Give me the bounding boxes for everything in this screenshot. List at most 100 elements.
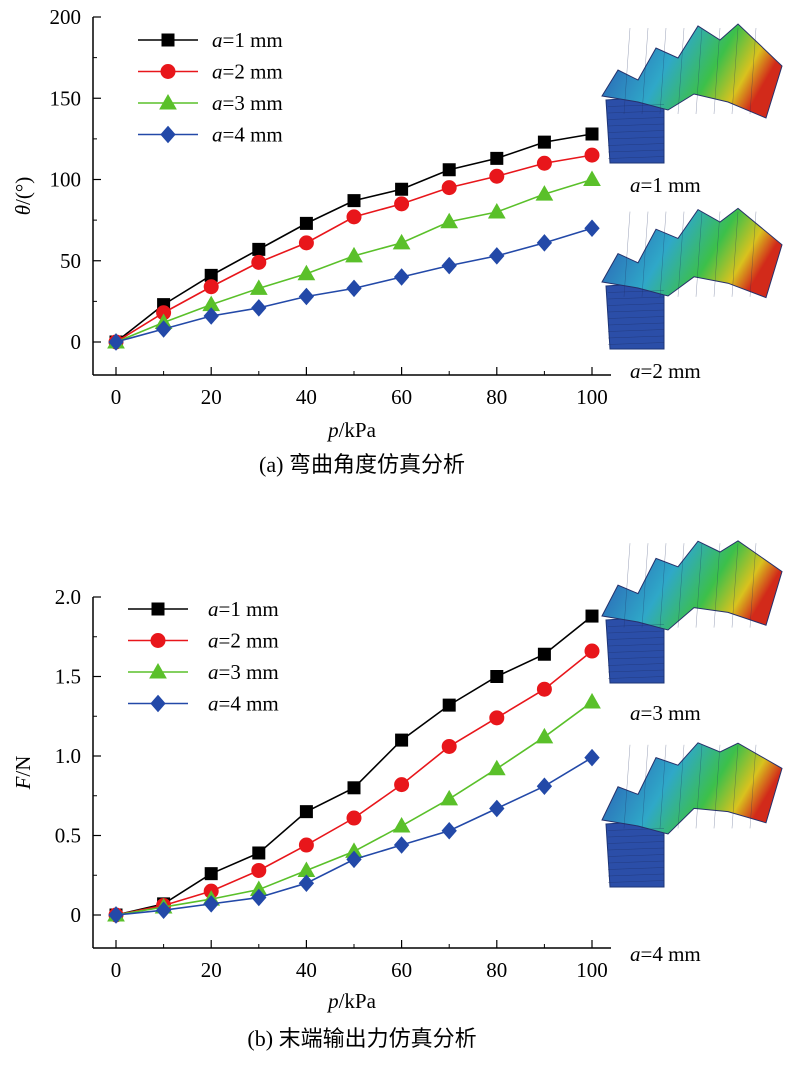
x-axis-label-unit: /kPa (339, 418, 377, 442)
data-point (535, 185, 554, 201)
series-line (115, 615, 593, 916)
mesh-line (731, 543, 739, 628)
data-point (490, 151, 504, 165)
mesh-line (607, 828, 665, 831)
figure-caption: (b) 末端输出力仿真分析 (247, 1026, 476, 1051)
mesh-line (641, 744, 649, 829)
mesh-line (607, 156, 665, 159)
mesh-line (607, 663, 665, 666)
mesh-line (607, 656, 665, 660)
series-2 (108, 147, 600, 350)
y-axis-label: θ/(°) (11, 177, 35, 216)
data-point (442, 163, 456, 177)
data-point (394, 196, 410, 212)
y-tick-label: 100 (50, 168, 82, 192)
data-point (347, 194, 361, 208)
mesh-line (607, 309, 665, 313)
data-point (441, 180, 457, 196)
data-point (394, 777, 410, 793)
legend-label-var: a (212, 60, 223, 84)
legend-label-var: a (208, 660, 219, 684)
mesh-line (695, 211, 703, 297)
mesh-line (749, 744, 757, 829)
chart-a: 0 20 40 60 80 100 0 50 100 150 200 p/kPa θ/(°) (a) 弯曲… (11, 5, 783, 477)
mesh-line (713, 543, 721, 628)
legend-entry-label: a=4 mm (212, 123, 283, 147)
data-point (299, 805, 313, 819)
data-point (108, 333, 124, 351)
x-tick-label: 40 (296, 385, 317, 409)
y-tick-label: 200 (50, 5, 82, 29)
mesh-line (677, 211, 685, 297)
data-point (490, 670, 504, 683)
legend-entry-label: a=2 mm (212, 60, 283, 84)
legend-label-var: a (208, 597, 219, 621)
data-point (299, 216, 313, 230)
data-point (203, 895, 219, 913)
mesh-line (607, 637, 665, 640)
data-point (585, 609, 599, 623)
x-axis-label-var: p (326, 989, 339, 1013)
data-point (346, 209, 362, 225)
mesh-line (607, 630, 665, 634)
figure-caption: (a) 弯曲角度仿真分析 (259, 452, 465, 477)
data-point (395, 733, 409, 747)
inset-label-var: a (630, 701, 641, 725)
data-point (251, 862, 267, 878)
series-line (115, 701, 593, 916)
data-point (583, 692, 601, 709)
data-point (298, 874, 315, 892)
mesh-line (607, 329, 665, 332)
mesh-line (607, 643, 665, 647)
x-axis-label-unit: /kPa (339, 989, 377, 1013)
data-point (393, 268, 410, 286)
mesh-line (607, 841, 665, 844)
legend-label-rest: =4 mm (219, 692, 279, 716)
data-point (346, 850, 362, 869)
mesh-line (607, 290, 665, 293)
data-point (489, 247, 505, 265)
y-tick-label: 50 (60, 249, 81, 273)
inset-label-rest: =1 mm (641, 173, 701, 197)
mesh-line (695, 543, 703, 628)
data-point (203, 279, 219, 295)
legend-marker (161, 33, 175, 47)
simulation-inset: a=1 mm (601, 23, 783, 197)
legend-label-rest: =4 mm (223, 123, 283, 147)
actuator-arm (601, 742, 783, 835)
legend-entry-label: a=4 mm (208, 692, 279, 716)
inset-label-var: a (630, 942, 641, 966)
inset-label: a=1 mm (630, 173, 701, 197)
legend: a=1 mma=2 mma=3 mma=4 mm (138, 28, 283, 147)
mesh-line (607, 335, 665, 339)
y-axis-label: F/N (11, 756, 35, 791)
data-point (584, 748, 600, 767)
data-point (584, 219, 600, 238)
y-axis-label-unit: /N (11, 756, 35, 777)
mesh-line (659, 744, 667, 829)
mesh-line (607, 676, 665, 679)
data-point (585, 127, 599, 141)
data-point (298, 837, 314, 853)
mesh-line (677, 744, 685, 829)
mesh-line (607, 136, 665, 140)
legend-marker (151, 602, 165, 616)
data-point (252, 242, 266, 256)
x-axis-label: p/kPa (326, 418, 377, 442)
data-point (346, 279, 362, 298)
mesh-line (607, 342, 665, 345)
legend-label-rest: =2 mm (223, 60, 283, 84)
inset-label-var: a (630, 359, 641, 383)
mesh-line (607, 316, 665, 319)
mesh-line (607, 650, 665, 653)
data-point (298, 287, 315, 306)
data-point (155, 320, 172, 338)
legend-entry-label: a=1 mm (208, 597, 279, 621)
legend-label-rest: =3 mm (219, 660, 279, 684)
data-point (203, 307, 219, 325)
series-line (115, 756, 593, 916)
legend: a=1 mma=2 mma=3 mma=4 mm (128, 597, 279, 716)
x-axis-label: p/kPa (326, 989, 377, 1013)
mesh-line (731, 27, 739, 115)
mesh-line (607, 854, 665, 857)
